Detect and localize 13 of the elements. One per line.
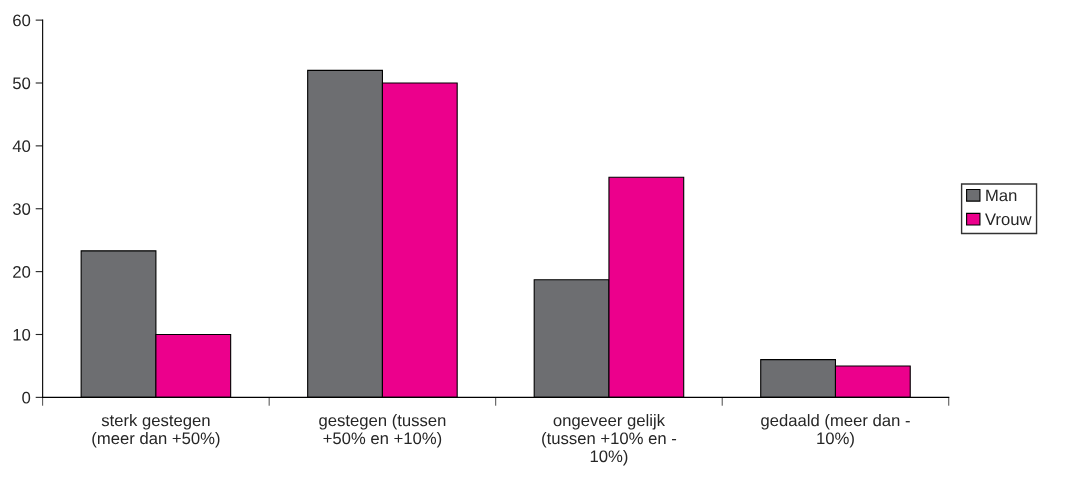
y-tick-label: 60: [13, 14, 31, 27]
y-tick-label: 0: [22, 391, 31, 404]
y-tick-label: 50: [12, 77, 31, 90]
x-tick-label: gestegen (tussen +50% en +10%): [319, 414, 446, 448]
x-tick-label: ongeveer gelijk (tussen +10% en - 10%): [542, 414, 677, 466]
legend-label: Man: [986, 189, 1017, 202]
y-tick-label: 20: [13, 266, 31, 278]
y-tick-label: 40: [12, 140, 31, 153]
x-tick-label: gedaald (meer dan - 10%): [761, 414, 910, 448]
x-tick-label: sterk gestegen (meer dan +50%): [92, 414, 220, 448]
y-tick-label: 10: [13, 328, 31, 341]
y-tick-label: 30: [12, 203, 31, 215]
legend-label: Vrouw: [985, 213, 1032, 226]
